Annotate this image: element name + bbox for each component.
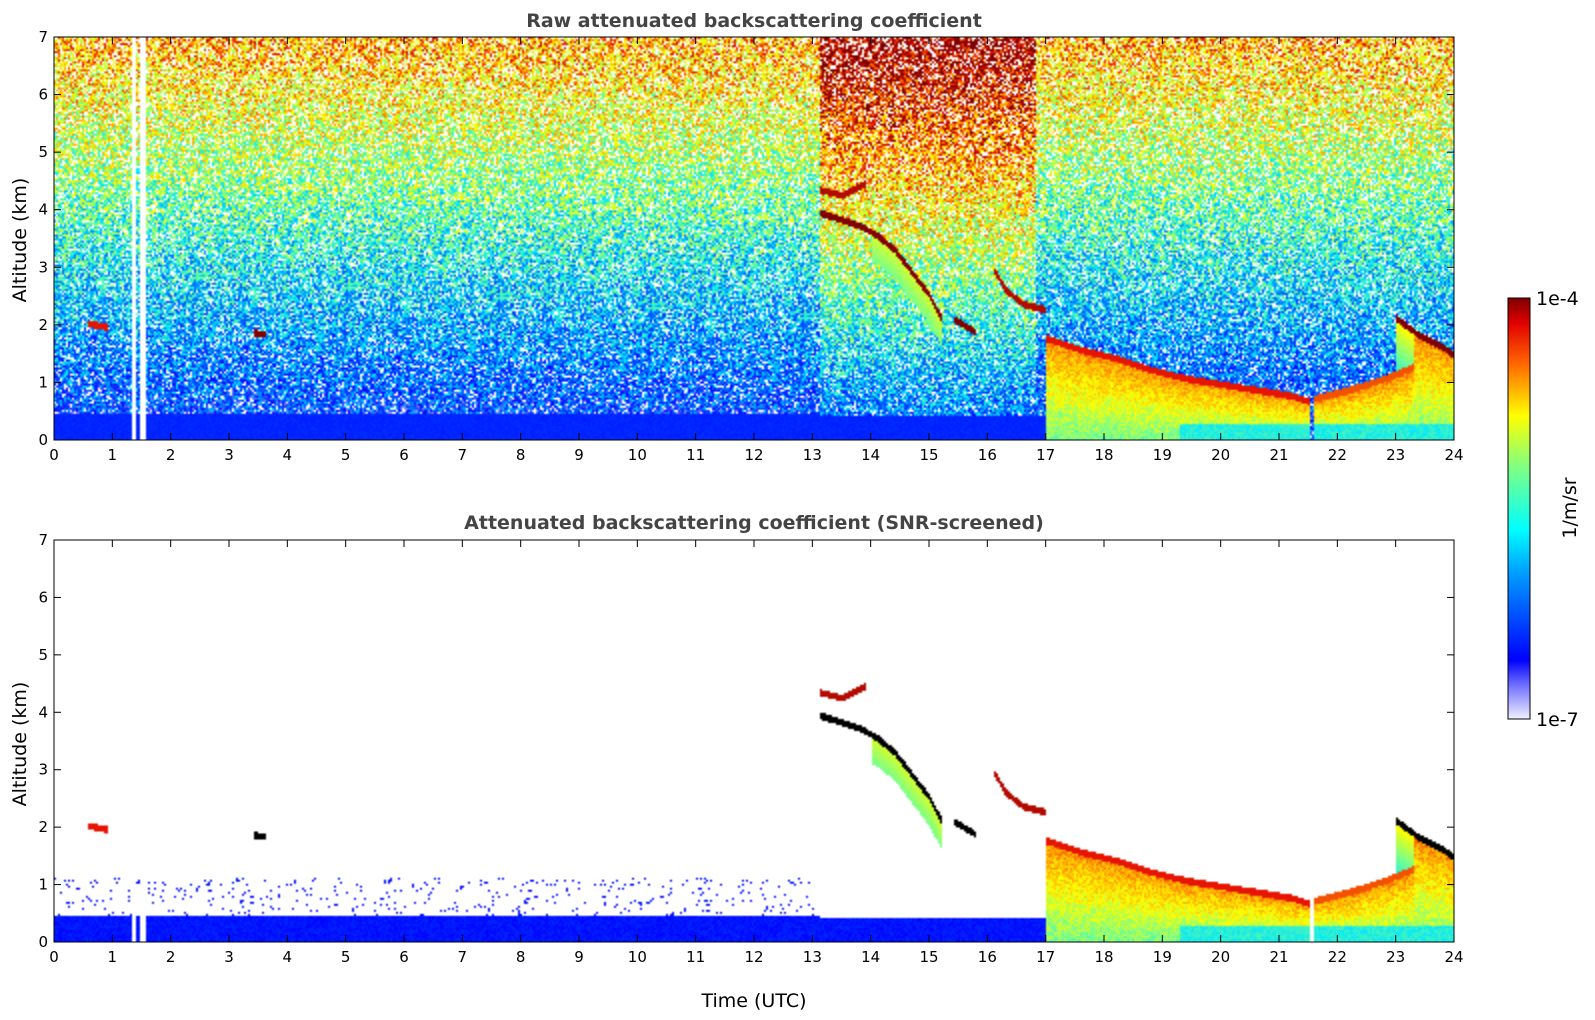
x-tick-label: 24 [1444, 446, 1463, 464]
y-tick-label: 4 [38, 703, 48, 721]
x-axis-label: Time (UTC) [700, 990, 806, 1012]
snr-screened-panel: Attenuated backscattering coefficient (S… [9, 512, 1464, 1012]
x-tick-label: 14 [861, 446, 880, 464]
y-tick-label: 4 [38, 201, 48, 219]
x-tick-label: 20 [1211, 446, 1230, 464]
x-tick-label: 10 [628, 948, 647, 966]
x-tick-label: 21 [1269, 446, 1288, 464]
x-tick-label: 10 [628, 446, 647, 464]
colorbar: 1e-4 1e-7 1/m/sr [1507, 288, 1581, 731]
colorbar-min-label: 1e-7 [1536, 709, 1579, 731]
x-tick-label: 4 [283, 446, 293, 464]
x-tick-label: 20 [1211, 948, 1230, 966]
x-tick-label: 15 [919, 446, 938, 464]
y-tick-label: 1 [38, 876, 48, 894]
colorbar-max-label: 1e-4 [1536, 288, 1579, 310]
x-tick-label: 0 [49, 446, 59, 464]
screened-backscatter-heatmap [54, 540, 1454, 942]
x-tick-label: 21 [1269, 948, 1288, 966]
x-tick-label: 2 [166, 446, 176, 464]
y-tick-label: 0 [38, 933, 48, 951]
x-tick-label: 12 [744, 446, 763, 464]
x-tick-label: 3 [224, 446, 234, 464]
y-tick-label: 0 [38, 431, 48, 449]
y-tick-label: 3 [38, 761, 48, 779]
x-tick-label: 22 [1328, 446, 1347, 464]
raw-backscatter-heatmap [54, 37, 1454, 440]
x-tick-label: 7 [458, 446, 468, 464]
x-tick-label: 6 [399, 948, 409, 966]
x-tick-label: 16 [978, 446, 997, 464]
x-tick-label: 19 [1153, 446, 1172, 464]
colorbar-gradient [1507, 297, 1531, 720]
x-tick-label: 11 [686, 948, 705, 966]
x-tick-label: 0 [49, 948, 59, 966]
y-tick-label: 7 [38, 531, 48, 549]
raw-backscatter-panel: Raw attenuated backscattering coefficien… [9, 10, 1464, 464]
x-tick-label: 12 [744, 948, 763, 966]
top-axis-ticks: 0 1 2 3 4 5 6 7 8 9 10 11 12 13 14 15 16 17 18 19 20 21 22 23 24… [38, 28, 1463, 464]
bottom-axis-ticks: 0 1 2 3 4 5 6 7 8 9 10 11 12 13 14 15 16 17 18 19 20 21 22 23 24… [38, 531, 1463, 966]
x-tick-label: 4 [283, 948, 293, 966]
x-tick-label: 8 [516, 948, 526, 966]
x-tick-label: 11 [686, 446, 705, 464]
top-chart-title: Raw attenuated backscattering coefficien… [526, 10, 982, 32]
x-tick-label: 5 [341, 948, 351, 966]
x-tick-label: 17 [1036, 948, 1055, 966]
x-tick-label: 22 [1328, 948, 1347, 966]
x-tick-label: 13 [803, 446, 822, 464]
y-tick-label: 3 [38, 258, 48, 276]
x-tick-label: 18 [1094, 446, 1113, 464]
y-tick-label: 1 [38, 373, 48, 391]
x-tick-label: 18 [1094, 948, 1113, 966]
x-tick-label: 9 [574, 446, 584, 464]
x-tick-label: 23 [1386, 446, 1405, 464]
x-tick-label: 13 [803, 948, 822, 966]
x-tick-label: 3 [224, 948, 234, 966]
x-tick-label: 16 [978, 948, 997, 966]
x-tick-label: 7 [458, 948, 468, 966]
x-tick-label: 23 [1386, 948, 1405, 966]
y-tick-label: 5 [38, 646, 48, 664]
x-tick-label: 1 [108, 446, 118, 464]
x-tick-label: 14 [861, 948, 880, 966]
bottom-chart-title: Attenuated backscattering coefficient (S… [464, 512, 1044, 534]
y-tick-label: 6 [38, 86, 48, 104]
y-tick-label: 5 [38, 143, 48, 161]
top-y-axis-label: Altitude (km) [9, 178, 31, 303]
y-tick-label: 6 [38, 588, 48, 606]
x-tick-label: 17 [1036, 446, 1055, 464]
x-tick-label: 6 [399, 446, 409, 464]
x-tick-label: 2 [166, 948, 176, 966]
x-tick-label: 5 [341, 446, 351, 464]
x-tick-label: 24 [1444, 948, 1463, 966]
colorbar-unit-label: 1/m/sr [1559, 477, 1581, 538]
bottom-y-axis-label: Altitude (km) [9, 682, 31, 807]
x-tick-label: 8 [516, 446, 526, 464]
y-tick-label: 2 [38, 316, 48, 334]
x-tick-label: 19 [1153, 948, 1172, 966]
y-tick-label: 2 [38, 818, 48, 836]
y-tick-label: 7 [38, 28, 48, 46]
x-tick-label: 9 [574, 948, 584, 966]
x-tick-label: 1 [108, 948, 118, 966]
x-tick-label: 15 [919, 948, 938, 966]
